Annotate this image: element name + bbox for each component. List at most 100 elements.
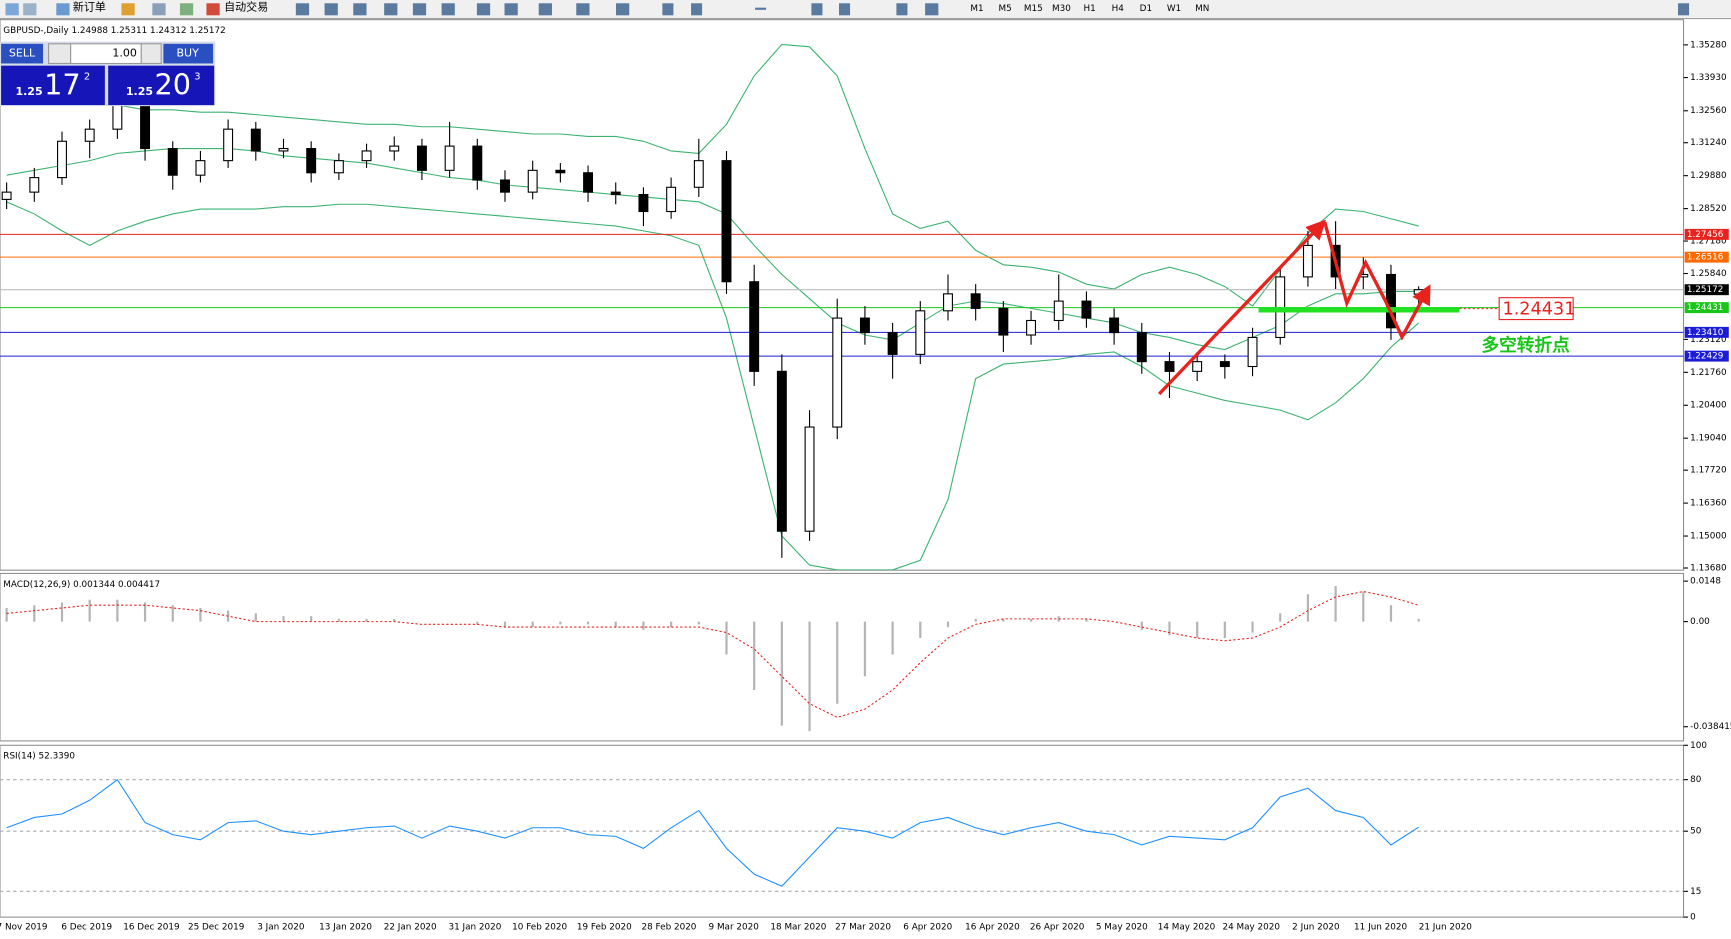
trade-panel: SELL 1.00 BUY 1.25 17 2 1.25 20 3 [0, 41, 216, 107]
y-tick-label: 1.21760 [1690, 368, 1726, 378]
toolbar-icon[interactable] [504, 3, 518, 16]
lots-down[interactable] [48, 43, 72, 65]
candle-body [887, 332, 898, 355]
autotrade-button[interactable]: 自动交易 [224, 0, 268, 14]
toolbar-icon[interactable] [5, 3, 19, 16]
y-tick-label: 50 [1690, 827, 1701, 837]
candle-body [1247, 336, 1258, 368]
sell-price-big[interactable]: 1.25 [15, 85, 42, 98]
toolbar-icon[interactable] [23, 3, 37, 16]
bollinger-lower [6, 201, 1420, 571]
toolbar-icon[interactable] [755, 7, 767, 10]
toolbar-icon[interactable] [179, 3, 194, 16]
buy-price-big[interactable]: 1.25 [126, 85, 153, 98]
toolbar-icon[interactable] [476, 3, 491, 16]
x-tick-label: 6 Apr 2020 [903, 922, 952, 932]
candle-body [500, 179, 510, 193]
y-tick-label: 0.00 [1690, 617, 1710, 627]
candle-body [1302, 244, 1313, 278]
toolbar-icon[interactable] [925, 3, 939, 16]
y-tick-label: 1.13680 [1690, 564, 1726, 574]
buy-price-box[interactable] [108, 65, 215, 106]
buy-price-frac[interactable]: 3 [194, 72, 200, 83]
toolbar-icon[interactable] [412, 3, 427, 16]
toolbar-icon[interactable] [1678, 3, 1690, 16]
candle-body [555, 169, 566, 174]
toolbar-icon[interactable] [538, 3, 552, 16]
toolbar-icon[interactable] [616, 3, 630, 16]
price-level-tag [1684, 228, 1729, 240]
y-tick-label: 1.17720 [1690, 466, 1726, 476]
toolbar-icon[interactable] [839, 3, 851, 16]
y-tick-label: 1.23120 [1690, 335, 1726, 345]
candle-body [998, 307, 1009, 336]
candle-body [859, 317, 870, 334]
toolbar-icon[interactable] [384, 3, 398, 16]
sell-price-box[interactable] [1, 65, 105, 106]
candle-body [832, 317, 843, 428]
x-tick-label: 28 Feb 2020 [642, 922, 697, 932]
timeframe-button[interactable]: M15 [1024, 4, 1043, 14]
sell-button[interactable] [1, 43, 44, 64]
y-tick-label: 1.16360 [1690, 499, 1726, 509]
toolbar-icon[interactable] [353, 3, 367, 16]
x-tick-label: 21 Jun 2020 [1419, 922, 1472, 932]
timeframe-button[interactable]: M5 [999, 4, 1012, 14]
toolbar-icon[interactable] [576, 3, 590, 16]
candle-body [167, 147, 178, 176]
candle-body [389, 145, 400, 152]
x-tick-label: 31 Jan 2020 [448, 922, 501, 932]
price-level-tag-label: 1.23410 [1687, 328, 1723, 338]
new-order-icon[interactable] [56, 3, 70, 16]
toolbar-icon[interactable] [811, 3, 823, 16]
toolbar-icon[interactable] [121, 3, 135, 16]
y-tick-label: 80 [1690, 775, 1701, 785]
level-label: 1.24431 [1502, 300, 1575, 320]
timeframe-button[interactable]: M1 [970, 4, 983, 14]
level-box [1498, 297, 1574, 321]
timeframe-button[interactable]: MN [1195, 4, 1209, 14]
timeframe-button[interactable]: H1 [1083, 4, 1095, 14]
price-level-tag [1684, 251, 1729, 263]
autotrade-icon[interactable] [206, 3, 220, 16]
y-tick-label: -0.038415 [1690, 722, 1731, 732]
x-tick-label: 22 Jan 2020 [384, 922, 437, 932]
sell-label[interactable]: SELL [9, 47, 36, 60]
candle-body [749, 281, 760, 372]
y-tick-label: 0 [1690, 913, 1696, 923]
candle-body [416, 145, 427, 171]
zigzag-arrow [1323, 221, 1431, 341]
lots-value[interactable]: 1.00 [112, 47, 137, 60]
timeframe-button[interactable]: W1 [1167, 4, 1181, 14]
toolbar-icon[interactable] [152, 3, 166, 16]
bollinger-middle [6, 147, 1419, 351]
toolbar-icon[interactable] [295, 3, 310, 16]
buy-label[interactable]: BUY [176, 47, 199, 60]
new-order-button[interactable]: 新订单 [73, 0, 106, 14]
candle-body [84, 128, 95, 142]
toolbar-icon[interactable] [324, 3, 338, 16]
x-tick-label: 16 Apr 2020 [965, 922, 1020, 932]
toolbar-icon[interactable] [896, 3, 908, 16]
candle-body [278, 147, 289, 152]
buy-button[interactable] [163, 43, 214, 64]
timeframe-button[interactable]: H4 [1112, 4, 1125, 14]
candle-body [140, 104, 151, 150]
timeframe-button[interactable]: D1 [1140, 4, 1152, 14]
x-tick-label: 6 Dec 2019 [61, 922, 112, 932]
buy-price-pips[interactable]: 20 [155, 68, 192, 102]
sell-price-frac[interactable]: 2 [84, 72, 90, 83]
lots-up[interactable] [140, 43, 162, 65]
toolbar-icon[interactable] [662, 3, 674, 16]
x-tick-label: 7 Nov 2019 [0, 922, 48, 932]
candle-body [29, 177, 40, 193]
toolbar-icon[interactable] [441, 3, 455, 16]
x-tick-label: 11 Jun 2020 [1354, 922, 1407, 932]
toolbar-icon[interactable] [691, 3, 703, 16]
x-tick-label: 10 Feb 2020 [512, 922, 567, 932]
candle-body [1219, 361, 1230, 368]
candle-body [333, 160, 344, 174]
timeframe-button[interactable]: M30 [1052, 4, 1071, 14]
candle-body [361, 150, 372, 162]
sell-price-pips[interactable]: 17 [44, 68, 81, 102]
